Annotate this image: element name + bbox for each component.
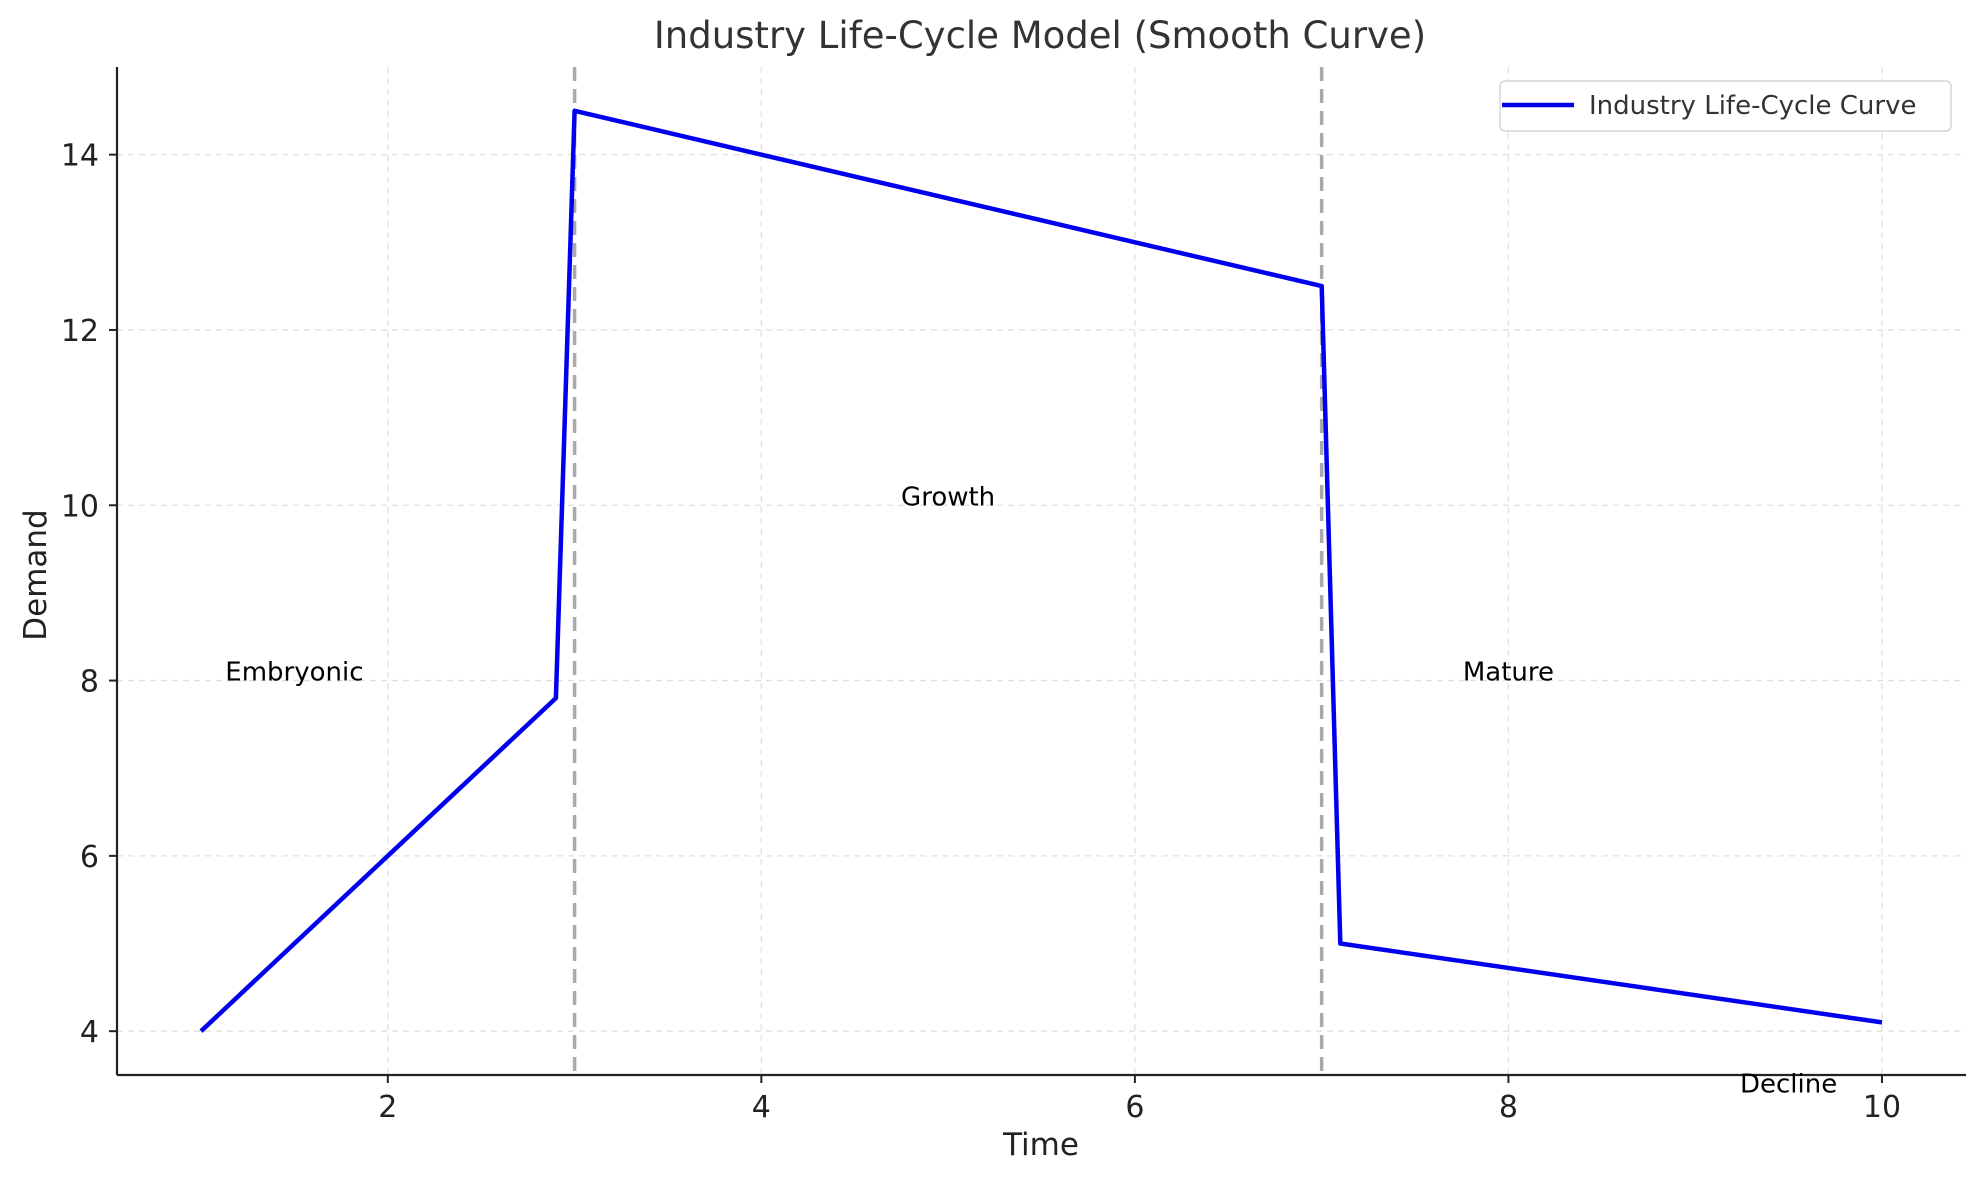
x-tick-label: 2 [378,1090,397,1125]
annotation-label: Growth [901,482,995,512]
y-tick-label: 12 [61,314,99,349]
x-tick-label: 6 [1125,1090,1144,1125]
series-line [199,108,1883,1033]
x-tick-label: 8 [1499,1090,1518,1125]
y-tick-label: 6 [80,840,99,875]
y-tick-label: 10 [61,489,99,524]
y-axis-label: Demand [18,509,54,640]
grid [117,67,1966,1075]
annotation-label: Mature [1463,658,1554,688]
annotations: Embryonic Growth Mature Decline [225,482,1837,1099]
annotation-label: Embryonic [225,658,363,688]
x-tick-label: 10 [1863,1090,1901,1125]
x-axis-label: Time [1002,1127,1079,1163]
series [199,108,1883,1033]
axes [115,67,1966,1077]
legend-label: Industry Life-Cycle Curve [1589,91,1916,121]
ticks: 2 4 6 8 10 4 6 8 10 12 14 [61,139,1901,1125]
y-tick-label: 8 [80,665,99,700]
y-tick-label: 4 [80,1015,99,1050]
annotation-label: Decline [1740,1070,1837,1100]
legend: Industry Life-Cycle Curve [1499,80,1952,132]
phase-dividers [572,67,1324,1075]
chart-title: Industry Life-Cycle Model (Smooth Curve) [654,14,1426,57]
x-tick-label: 4 [752,1090,771,1125]
legend-box [1499,80,1952,132]
y-tick-label: 14 [61,139,99,174]
